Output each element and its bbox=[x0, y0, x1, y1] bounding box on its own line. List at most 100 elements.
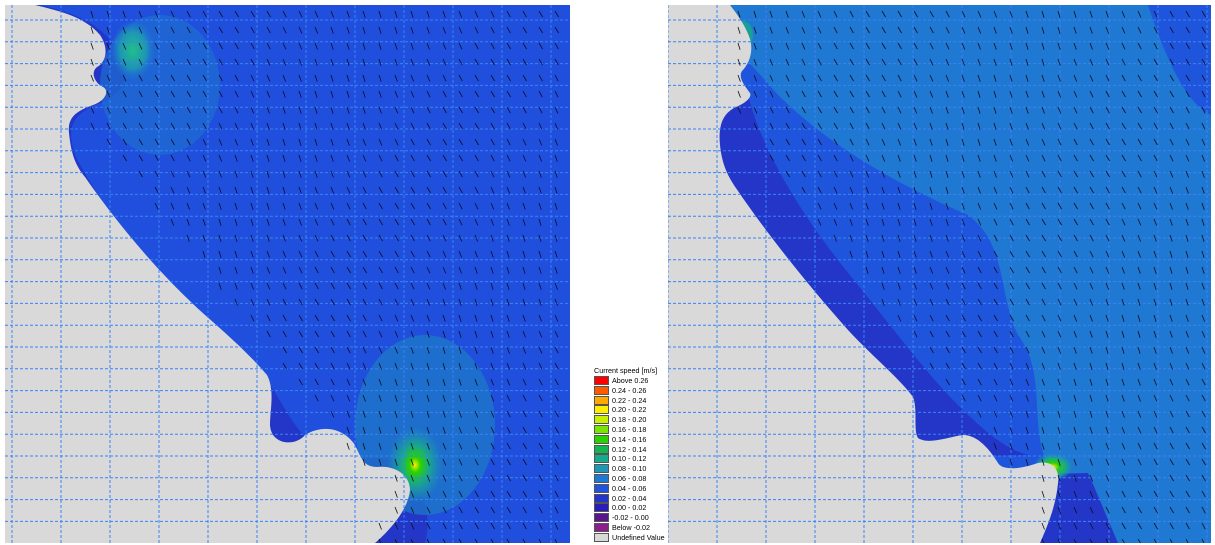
current-vector bbox=[849, 250, 853, 258]
current-vector bbox=[1073, 58, 1077, 66]
current-vector bbox=[218, 90, 223, 98]
current-vector bbox=[538, 106, 543, 114]
current-vector bbox=[1121, 154, 1126, 162]
current-vector bbox=[362, 314, 367, 322]
current-vector bbox=[330, 74, 334, 82]
current-vector bbox=[554, 10, 559, 18]
current-vector bbox=[506, 314, 510, 322]
current-vector bbox=[753, 10, 757, 18]
current-vector bbox=[1185, 10, 1190, 18]
current-vector bbox=[138, 154, 143, 162]
current-vector bbox=[929, 154, 933, 162]
current-vector bbox=[426, 154, 431, 162]
current-vector bbox=[993, 186, 998, 194]
current-vector bbox=[1201, 442, 1206, 450]
current-vector bbox=[314, 138, 318, 146]
speed-zone-northeast bbox=[1148, 5, 1211, 115]
current-vector bbox=[945, 90, 949, 98]
current-vector bbox=[362, 74, 366, 82]
current-vector bbox=[378, 266, 383, 274]
current-vector bbox=[170, 90, 175, 98]
current-vector bbox=[522, 410, 527, 418]
current-vector bbox=[1201, 138, 1206, 146]
current-vector bbox=[474, 458, 479, 466]
current-vector bbox=[474, 122, 479, 130]
current-vector bbox=[769, 58, 773, 66]
current-vector bbox=[442, 234, 447, 242]
current-vector bbox=[410, 362, 414, 370]
current-vector bbox=[1185, 122, 1190, 130]
current-vector bbox=[881, 202, 885, 210]
current-vector bbox=[1057, 122, 1062, 130]
current-vector bbox=[154, 42, 159, 50]
current-vector bbox=[442, 442, 446, 450]
current-vector bbox=[929, 170, 933, 178]
current-vector bbox=[298, 378, 303, 386]
current-vector bbox=[1057, 410, 1061, 418]
current-vector bbox=[554, 42, 559, 50]
current-vector bbox=[378, 202, 383, 210]
current-vector bbox=[1169, 202, 1173, 210]
current-vector bbox=[1153, 26, 1158, 34]
current-vector bbox=[362, 218, 367, 226]
current-vector bbox=[362, 42, 366, 50]
current-vector bbox=[362, 378, 367, 386]
current-vector bbox=[961, 394, 966, 402]
current-vector bbox=[410, 282, 415, 290]
current-vector bbox=[410, 154, 415, 162]
current-vector bbox=[1089, 538, 1093, 543]
grid-lines bbox=[668, 5, 1211, 543]
current-vector bbox=[865, 202, 869, 210]
current-vector bbox=[977, 106, 981, 114]
current-vector bbox=[346, 154, 350, 162]
current-vector bbox=[330, 314, 335, 322]
current-vector bbox=[490, 330, 494, 338]
current-vector bbox=[929, 218, 933, 226]
current-vector bbox=[378, 10, 382, 18]
current-vector bbox=[458, 282, 462, 290]
current-vector bbox=[442, 74, 447, 82]
current-vector bbox=[913, 138, 917, 146]
current-vector bbox=[1089, 250, 1094, 258]
current-vector bbox=[1105, 426, 1109, 434]
current-vector bbox=[1057, 90, 1061, 98]
current-vector bbox=[490, 490, 495, 498]
current-vector bbox=[1153, 298, 1157, 306]
current-vector bbox=[833, 202, 838, 210]
current-vector bbox=[234, 74, 239, 82]
current-vector bbox=[458, 250, 463, 258]
current-vector bbox=[833, 138, 838, 146]
current-vector bbox=[362, 426, 366, 434]
current-vector bbox=[849, 170, 854, 178]
current-vector bbox=[362, 410, 366, 418]
current-vector bbox=[1137, 522, 1142, 530]
current-vector bbox=[330, 218, 335, 226]
current-vector bbox=[1073, 90, 1078, 98]
current-vector bbox=[330, 282, 335, 290]
legend-entry: 0.04 - 0.06 bbox=[594, 483, 674, 494]
current-vector bbox=[897, 314, 902, 322]
current-vector bbox=[849, 218, 853, 226]
current-vector bbox=[977, 138, 981, 146]
current-vector bbox=[394, 442, 398, 450]
current-vector bbox=[410, 122, 415, 130]
current-vector bbox=[234, 122, 239, 130]
current-vector bbox=[506, 10, 511, 18]
current-vector bbox=[1089, 90, 1094, 98]
current-vector bbox=[977, 266, 982, 274]
current-vector bbox=[929, 314, 934, 322]
current-vector bbox=[554, 234, 558, 242]
current-vector bbox=[1153, 442, 1158, 450]
current-vector bbox=[849, 122, 854, 130]
current-vector bbox=[785, 42, 790, 50]
current-vector bbox=[394, 234, 399, 242]
current-vector bbox=[1137, 378, 1141, 386]
current-vector bbox=[490, 474, 495, 482]
legend-swatch bbox=[594, 405, 609, 415]
current-vector bbox=[1041, 26, 1045, 34]
legend-entry: 0.00 - 0.02 bbox=[594, 503, 674, 513]
current-vector bbox=[346, 298, 351, 306]
current-vector bbox=[1009, 442, 1013, 450]
current-vector bbox=[1153, 330, 1157, 338]
current-vector bbox=[330, 90, 334, 98]
